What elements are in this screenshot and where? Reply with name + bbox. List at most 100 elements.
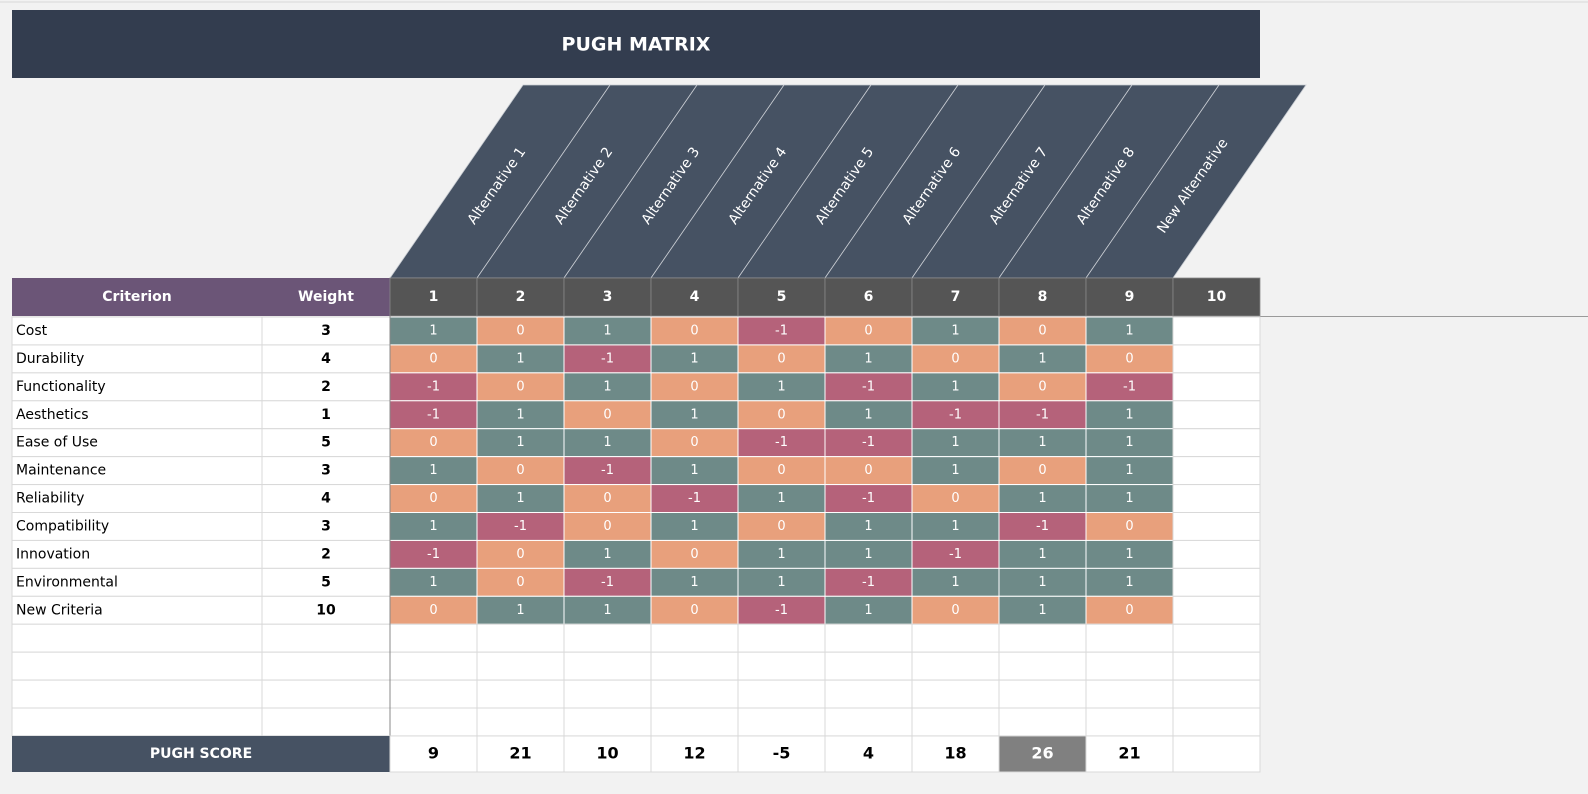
weight-header: Weight	[298, 289, 354, 305]
criterion-cell	[11, 679, 263, 709]
score-cell	[476, 567, 565, 597]
score: 0	[516, 379, 524, 394]
score-cell	[911, 623, 1000, 653]
score-cell	[650, 316, 739, 346]
total-score: 21	[1118, 743, 1140, 762]
score-cell	[389, 679, 478, 709]
score: 1	[864, 351, 872, 366]
criterion-cell	[11, 651, 263, 681]
criterion-header: Criterion	[102, 289, 171, 305]
score-cell	[998, 316, 1087, 346]
score: 0	[516, 547, 524, 562]
total-cell	[1085, 735, 1174, 773]
column-number: 1	[429, 289, 439, 305]
weight-cell	[261, 623, 391, 653]
score-cell	[911, 428, 1000, 458]
weight: 4	[321, 351, 331, 367]
score-cell	[1172, 456, 1261, 486]
score: 1	[516, 435, 524, 450]
score-cell	[1085, 567, 1174, 597]
score-cell	[476, 595, 565, 625]
score-cell	[563, 707, 652, 737]
column-number-cell	[824, 277, 913, 317]
column-number-cell	[476, 277, 565, 317]
score: -1	[862, 491, 875, 506]
score: 1	[1125, 491, 1133, 506]
score-cell	[998, 567, 1087, 597]
score: -1	[427, 407, 440, 422]
score: -1	[688, 491, 701, 506]
score: -1	[514, 519, 527, 534]
score: 1	[516, 407, 524, 422]
score-cell	[911, 372, 1000, 402]
weight-cell	[261, 651, 391, 681]
weight-cell	[261, 707, 391, 737]
score: 1	[951, 323, 959, 338]
weight: 4	[321, 491, 331, 507]
criterion-name: Functionality	[16, 379, 106, 395]
weight-cell	[261, 428, 391, 458]
weight: 3	[321, 323, 331, 339]
score: -1	[601, 463, 614, 478]
total-score: 10	[596, 743, 618, 762]
score-cell	[824, 428, 913, 458]
score: 1	[1125, 463, 1133, 478]
total-cell	[1172, 735, 1261, 773]
weight: 2	[321, 379, 331, 395]
score-cell	[998, 484, 1087, 514]
score-cell	[389, 539, 478, 569]
score-cell	[998, 623, 1087, 653]
score-cell	[650, 651, 739, 681]
score: 0	[429, 435, 437, 450]
criterion-cell	[11, 595, 263, 625]
score: 0	[429, 491, 437, 506]
score: 0	[1125, 351, 1133, 366]
column-number-cell	[1172, 277, 1261, 317]
column-number-cell	[998, 277, 1087, 317]
score: 1	[690, 519, 698, 534]
criterion-name: Environmental	[16, 574, 118, 590]
score: 1	[951, 463, 959, 478]
weight-cell	[261, 400, 391, 430]
criterion-cell	[11, 623, 263, 653]
score: 1	[864, 603, 872, 618]
weight-cell	[261, 484, 391, 514]
score: 0	[690, 323, 698, 338]
score: 1	[777, 491, 785, 506]
score: 1	[690, 463, 698, 478]
score: -1	[427, 379, 440, 394]
score-cell	[737, 595, 826, 625]
weight-cell	[261, 344, 391, 374]
score-cell	[824, 567, 913, 597]
score-cell	[563, 539, 652, 569]
score-cell	[650, 707, 739, 737]
title: PUGH MATRIX	[562, 34, 711, 56]
score-cell	[563, 679, 652, 709]
criterion-cell	[11, 707, 263, 737]
criterion-name: Aesthetics	[16, 407, 89, 423]
score-cell	[389, 707, 478, 737]
score-cell	[737, 651, 826, 681]
weight: 5	[321, 574, 331, 590]
score: 1	[429, 323, 437, 338]
column-number-cell	[1085, 277, 1174, 317]
score-cell	[1172, 512, 1261, 541]
score: 1	[516, 491, 524, 506]
total-score: 4	[863, 743, 874, 762]
criterion-name: Ease of Use	[16, 435, 98, 451]
score: 0	[603, 407, 611, 422]
score: -1	[1036, 519, 1049, 534]
score-cell	[998, 539, 1087, 569]
score-cell	[650, 484, 739, 514]
score-cell	[1085, 623, 1174, 653]
score: 1	[603, 547, 611, 562]
score: 0	[777, 519, 785, 534]
score: 1	[516, 351, 524, 366]
score-cell	[824, 679, 913, 709]
score-cell	[1172, 623, 1261, 653]
score-cell	[911, 651, 1000, 681]
score: 1	[1125, 575, 1133, 590]
score-cell	[824, 400, 913, 430]
score: 0	[516, 575, 524, 590]
